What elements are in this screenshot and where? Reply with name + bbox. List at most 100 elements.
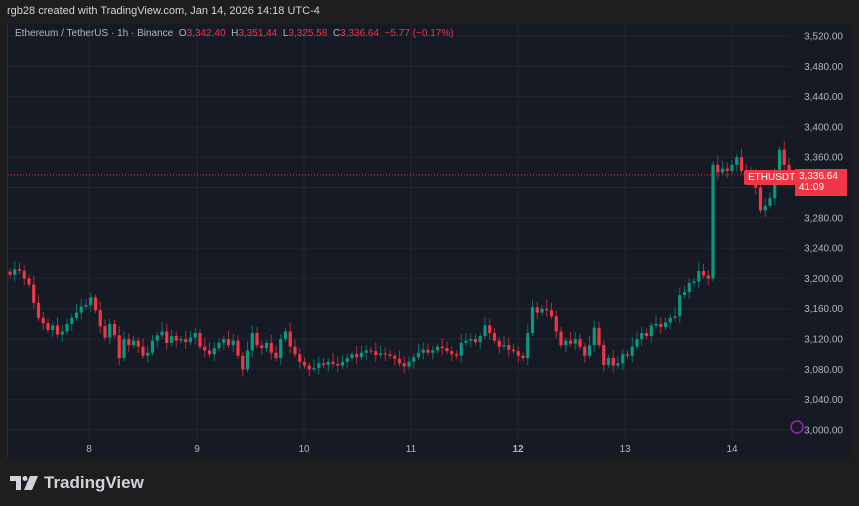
candle-body: [155, 335, 159, 341]
candle-body: [673, 316, 677, 318]
candle-body: [706, 275, 710, 279]
x-tick-label: 11: [406, 444, 417, 455]
candle-body: [198, 333, 202, 347]
candle-body: [497, 340, 501, 347]
candle-body: [260, 345, 264, 349]
candle-body: [606, 358, 611, 365]
candle-body: [117, 335, 121, 359]
candle-body: [450, 351, 454, 355]
candle-body: [331, 361, 335, 365]
candle-body: [554, 316, 558, 332]
candle-body: [89, 297, 93, 305]
candle-body: [478, 336, 482, 343]
change-value: −5.77 (−0.17%): [384, 28, 454, 39]
candle-body: [108, 323, 112, 338]
candle-body: [364, 350, 368, 353]
candle-body: [768, 198, 772, 206]
candle-body: [535, 307, 539, 313]
candle-body: [730, 164, 734, 171]
candle-body: [540, 308, 544, 313]
x-tick-label: 8: [86, 444, 92, 455]
candle-body: [60, 331, 64, 335]
candle-body: [298, 354, 302, 362]
ohlc-legend: Ethereum / TetherUS · 1h · Binance O3,34…: [15, 28, 454, 39]
candle-body: [625, 354, 630, 356]
candle-body: [445, 348, 449, 352]
candle-body: [17, 269, 22, 271]
candle-body: [635, 339, 639, 347]
candle-body: [222, 339, 226, 343]
high-value: 3,351.44: [238, 28, 278, 39]
y-tick-label: 3,120.00: [804, 335, 843, 346]
candle-body: [79, 306, 83, 313]
candle-body: [454, 354, 459, 356]
candle-body: [507, 345, 511, 350]
y-tick-label: 3,040.00: [804, 395, 843, 406]
candle-body: [682, 292, 687, 296]
candle-body: [193, 333, 197, 338]
y-tick-label: 3,000.00: [804, 425, 843, 436]
candle-body: [150, 340, 155, 353]
open-value: 3,342.40: [186, 28, 226, 39]
candle-body: [502, 345, 506, 347]
tradingview-logo[interactable]: TradingView: [10, 473, 144, 493]
candle-body: [668, 317, 672, 323]
candle-body: [127, 339, 131, 346]
candle-body: [644, 333, 649, 337]
candle-body: [269, 342, 273, 353]
candle-body: [621, 354, 625, 364]
candle-body: [521, 355, 525, 359]
candle-body: [22, 270, 26, 279]
y-tick-label: 3,280.00: [804, 213, 843, 224]
candle-body: [611, 358, 615, 366]
last-price: 3,336.64: [799, 171, 838, 182]
candle-body: [549, 310, 554, 317]
x-tick-label: 14: [726, 444, 738, 455]
candle-body: [654, 323, 658, 326]
candle-body: [241, 355, 245, 370]
symbol-price-tag: ETHUSDT: [744, 170, 800, 185]
candle-body: [716, 164, 720, 173]
candle-body: [630, 346, 634, 356]
symbol-label[interactable]: Ethereum / TetherUS · 1h · Binance: [15, 28, 174, 39]
candle-body: [369, 350, 373, 352]
candle-body: [516, 351, 520, 356]
y-tick-label: 3,360.00: [804, 153, 843, 164]
candle-body: [274, 352, 278, 359]
candle-body: [426, 349, 430, 353]
candle-body: [711, 164, 715, 279]
candle-body: [773, 172, 777, 199]
y-tick-label: 3,080.00: [804, 365, 843, 376]
candle-body: [787, 164, 791, 175]
candle-body: [492, 333, 497, 341]
candle-body: [188, 337, 193, 343]
candle-body: [564, 340, 568, 346]
y-tick-label: 3,400.00: [804, 122, 843, 133]
candle-body: [65, 323, 69, 332]
close-value: 3,336.64: [340, 28, 380, 39]
candle-body: [526, 333, 530, 359]
candle-body: [212, 348, 216, 355]
candle-body: [165, 331, 169, 343]
candle-body: [184, 339, 188, 343]
candle-body: [421, 349, 425, 353]
candle-body: [473, 339, 478, 343]
candle-body: [302, 361, 307, 366]
candle-body: [255, 333, 259, 346]
y-tick-label: 3,440.00: [804, 92, 843, 103]
candle-body: [293, 346, 297, 355]
candle-body: [412, 357, 416, 362]
candle-body: [112, 323, 117, 336]
candle-body: [701, 270, 706, 276]
candle-body: [587, 345, 592, 356]
candle-body: [226, 339, 231, 346]
candle-body: [663, 322, 668, 327]
candle-body: [336, 364, 340, 366]
candle-body: [355, 354, 359, 358]
candle-body: [374, 351, 378, 355]
candle-body: [649, 325, 653, 337]
candle-body: [407, 361, 411, 367]
candle-body: [578, 339, 582, 347]
candle-body: [279, 339, 283, 359]
